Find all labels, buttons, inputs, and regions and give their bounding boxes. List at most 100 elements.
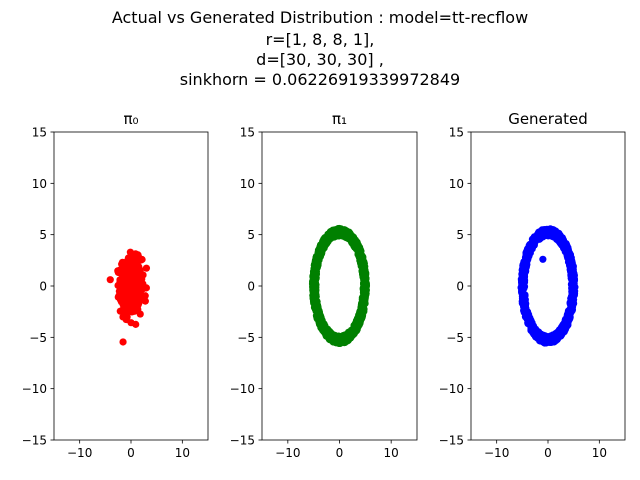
scatter-point [134,305,142,314]
scatter-point [565,316,573,324]
scatter-point [312,256,320,264]
scatter-point [333,226,341,234]
subplot-title: Generated [508,110,588,128]
axes-frame [470,131,626,441]
subplot-title: π₀ [123,110,138,128]
scatter-point [126,248,134,256]
scatter-point [568,300,576,308]
subplot-2: −10 0 10 −15 −10 −5 0 5 10 15 π₁ [230,110,418,460]
scatter-point [315,308,324,317]
scatter-point [126,302,135,310]
axes-frame [261,131,418,441]
y-tick-label: −10 [439,382,464,396]
scatter-point [360,273,368,282]
scatter-point [128,255,136,263]
scatter-point [559,236,568,244]
x-tick-label: 0 [544,446,552,460]
scatter-point [542,230,550,238]
scatter-point [345,334,353,342]
scatter-point [311,270,319,278]
scatter-point [321,235,330,243]
y-tick-label: −5 [237,331,255,345]
scatter-point [328,333,336,341]
scatter-point [359,261,367,269]
scatter-point [132,298,140,306]
x-tick-label: −10 [484,446,509,460]
scatter-point [310,284,318,292]
y-tick-label: −5 [29,331,47,345]
scatter-point [309,294,317,302]
scatter-point [520,270,528,279]
scatter-point [543,337,551,345]
y-tick-label: −15 [22,434,47,448]
scatter-point [359,296,367,304]
scatter-point [358,252,366,260]
figure-title-line-4: sinkhorn = 0.06226919339972849 [179,70,461,89]
scatter-point [116,307,124,315]
y-tick-label: 10 [449,177,464,191]
x-tick-label: 10 [175,446,190,460]
scatter-point [539,255,547,263]
y-tick-label: −15 [230,434,255,448]
scatter-point [359,268,367,276]
figure-title-line-3: d=[30, 30, 30] , [256,50,384,69]
scatter-point [519,280,527,288]
scatter-point [123,296,131,304]
scatter-point [123,267,132,275]
scatter-point [347,326,356,335]
scatter-point [125,283,133,291]
scatter-point [120,278,128,286]
subplot-1: −10 0 10 −15 −10 −5 0 5 10 15 π₀ [22,110,209,460]
scatter-point [562,246,570,254]
y-tick-label: 15 [449,126,464,140]
scatter-point [142,284,150,292]
scatter-point [549,228,557,236]
x-tick-label: 10 [384,446,399,460]
scatter-point [345,229,353,238]
scatter-point [131,262,139,270]
y-tick-label: −15 [439,434,464,448]
scatter-point [568,271,576,279]
scatter-point [567,254,575,262]
scatter-point [552,329,560,338]
scatter-point [127,277,135,285]
scatter-point [127,319,135,327]
figure-title-line-2: r=[1, 8, 8, 1], [265,30,375,49]
scatter-point [106,276,114,284]
y-tick-label: 5 [456,228,464,242]
y-tick-label: 5 [39,228,47,242]
scatter-point [312,263,321,271]
x-tick-label: −10 [275,446,300,460]
scatter-point [318,316,326,325]
scatter-point [317,247,325,255]
scatter-points [308,224,371,348]
scatter-point [119,338,127,346]
scatter-point [525,246,533,255]
y-tick-label: 0 [39,280,47,294]
scatter-point [360,287,368,295]
x-tick-label: −10 [67,446,92,460]
y-tick-label: 0 [456,280,464,294]
scatter-point [519,291,527,300]
scatter-point [337,338,345,346]
scatter-point [356,311,364,319]
y-tick-label: 0 [247,280,255,294]
x-tick-label: 0 [127,446,135,460]
scatter-point [523,308,532,317]
scatter-point [566,262,575,270]
scatter-point [118,260,126,268]
scatter-point [350,241,358,249]
scatter-point [325,327,333,335]
scatter-point [135,272,144,280]
figure-title-line-1: Actual vs Generated Distribution : model… [111,8,529,27]
scatter-point [527,316,535,324]
scatter-point [568,286,576,295]
y-tick-label: 10 [240,177,255,191]
x-tick-label: 10 [592,446,607,460]
scatter-point [311,304,319,312]
scatter-point [138,255,146,264]
y-tick-label: −5 [446,331,464,345]
y-tick-label: 15 [240,126,255,140]
scatter-point [519,300,527,308]
